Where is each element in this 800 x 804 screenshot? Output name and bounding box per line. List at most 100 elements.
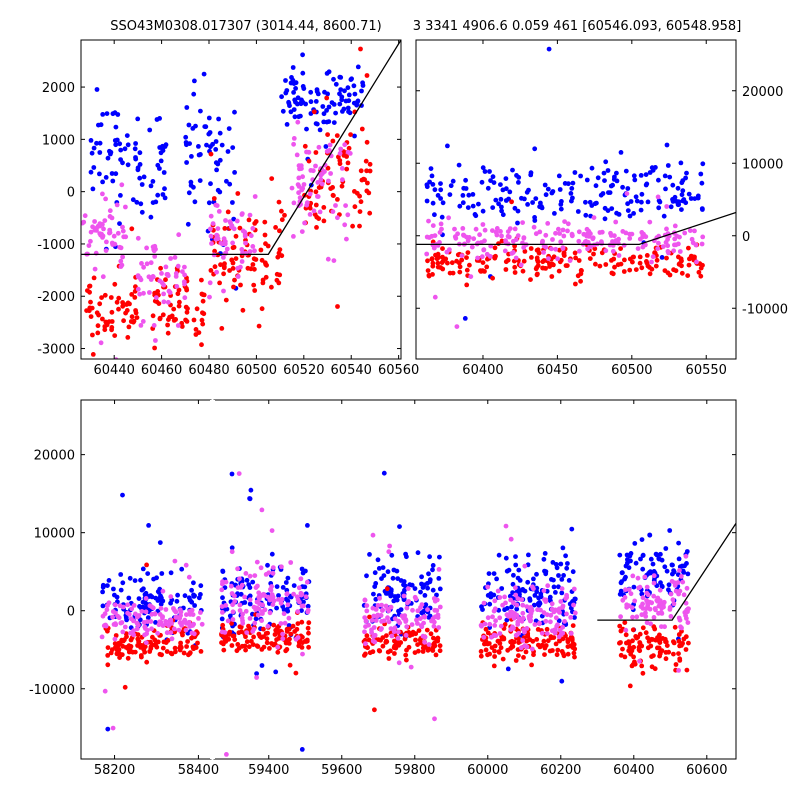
point-blue <box>525 202 530 207</box>
point-magenta <box>159 271 164 276</box>
point-magenta <box>562 219 567 225</box>
point-blue <box>298 101 304 107</box>
point-magenta <box>123 234 129 240</box>
point-red <box>240 307 246 313</box>
point-red <box>643 630 649 636</box>
point-blue <box>625 201 630 207</box>
point-blue <box>493 197 499 203</box>
point-magenta <box>543 618 549 624</box>
point-blue <box>298 113 303 119</box>
point-blue <box>134 199 140 205</box>
point-magenta <box>650 254 656 260</box>
point-blue <box>346 98 352 104</box>
point-magenta <box>120 224 125 230</box>
point-magenta <box>518 645 524 651</box>
point-blue <box>304 126 309 132</box>
point-magenta <box>169 636 175 642</box>
point-magenta <box>168 594 174 600</box>
point-red <box>200 298 206 304</box>
point-magenta <box>401 615 406 621</box>
point-blue <box>614 210 619 216</box>
point-blue <box>114 594 120 600</box>
point-magenta <box>637 584 643 590</box>
point-magenta <box>415 608 421 614</box>
point-blue <box>532 218 538 223</box>
point-blue <box>424 182 430 188</box>
point-red <box>480 260 486 265</box>
point-magenta <box>509 609 515 615</box>
point-blue <box>339 94 345 100</box>
point-magenta <box>432 294 438 300</box>
point-magenta <box>207 294 212 300</box>
point-blue <box>463 177 468 183</box>
point-blue <box>656 556 662 562</box>
point-red <box>521 258 527 264</box>
point-blue <box>503 176 509 182</box>
point-red <box>139 654 144 660</box>
point-magenta <box>208 233 214 239</box>
point-blue <box>418 589 423 595</box>
point-magenta <box>280 636 286 642</box>
point-blue <box>333 81 339 87</box>
point-blue <box>513 554 518 559</box>
point-magenta <box>92 266 98 272</box>
point-red <box>426 272 432 278</box>
point-red <box>221 264 227 269</box>
point-red <box>413 637 418 643</box>
point-magenta <box>565 221 571 227</box>
point-red <box>593 261 598 267</box>
point-blue <box>373 596 379 602</box>
point-magenta <box>628 591 634 597</box>
point-blue <box>496 552 502 558</box>
point-blue <box>225 149 231 154</box>
point-magenta <box>291 591 296 597</box>
point-magenta <box>196 616 201 621</box>
point-red <box>229 643 235 648</box>
point-magenta <box>247 597 253 603</box>
point-blue <box>664 568 670 574</box>
point-magenta <box>613 238 619 243</box>
point-red <box>292 629 298 634</box>
point-magenta <box>157 612 163 617</box>
point-blue <box>643 172 649 178</box>
point-magenta <box>363 618 369 624</box>
point-magenta <box>120 629 126 635</box>
point-magenta <box>649 259 654 265</box>
point-magenta <box>623 627 629 633</box>
point-blue <box>226 126 232 131</box>
point-magenta <box>498 623 504 629</box>
point-magenta <box>333 203 338 208</box>
point-red <box>380 643 386 649</box>
point-red <box>637 254 643 260</box>
point-red <box>128 644 134 649</box>
point-magenta <box>242 232 248 238</box>
point-magenta <box>689 236 695 242</box>
point-blue <box>663 186 668 192</box>
point-red <box>198 649 204 654</box>
point-magenta <box>502 594 507 600</box>
point-magenta <box>643 614 649 619</box>
point-magenta <box>674 233 680 239</box>
point-magenta <box>524 626 530 631</box>
point-red <box>618 628 624 634</box>
point-blue <box>556 573 561 578</box>
point-red <box>380 635 386 640</box>
point-red <box>556 268 562 274</box>
point-red <box>622 620 628 625</box>
point-magenta <box>297 599 302 605</box>
point-red <box>622 257 627 263</box>
point-red <box>570 623 576 628</box>
point-blue <box>120 492 125 498</box>
point-magenta <box>535 607 540 613</box>
point-red <box>306 644 311 650</box>
point-magenta <box>568 631 574 636</box>
point-magenta <box>395 635 401 641</box>
point-red <box>276 199 282 205</box>
point-red <box>344 166 350 172</box>
point-red <box>529 255 534 260</box>
point-magenta <box>564 595 570 600</box>
point-magenta <box>295 119 301 125</box>
point-blue <box>118 572 124 577</box>
point-magenta <box>168 630 174 636</box>
point-blue <box>440 200 446 206</box>
